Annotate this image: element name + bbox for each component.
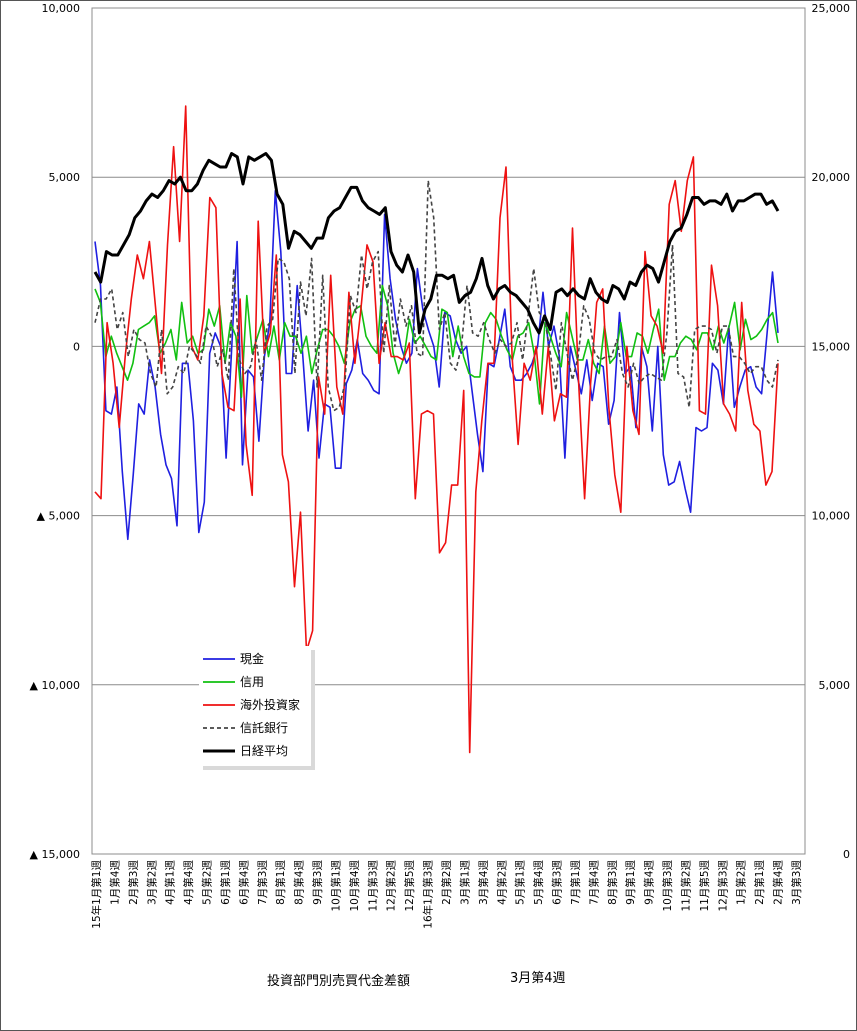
plot-area-border (91, 7, 806, 855)
legend-label: 信託銀行 (240, 720, 288, 735)
x-tick-label: 8月第3週 (606, 860, 619, 905)
x-tick-label: 3月第4週 (477, 860, 490, 905)
x-tick-label: 8月第1週 (274, 860, 287, 905)
series-現金 (94, 189, 779, 541)
x-tick-label: 7月第3週 (256, 860, 269, 905)
x-tick-label: 3月第1週 (458, 860, 471, 905)
x-tick-label: 11月第2週 (679, 860, 692, 912)
left-tick-label: ▲ 10,000 (30, 679, 80, 692)
legend-label: 海外投資家 (240, 697, 300, 712)
x-tick-label: 12月第5週 (403, 860, 416, 912)
left-tick-label: ▲ 15,000 (30, 848, 80, 861)
x-tick-label: 10月第1週 (329, 860, 342, 912)
x-tick-label: 2月第2週 (440, 860, 453, 905)
legend-label: 信用 (240, 675, 264, 689)
x-tick-label: 10月第3週 (661, 860, 674, 912)
right-tick-label: 10,000 (812, 510, 851, 523)
right-tick-label: 25,000 (812, 2, 851, 15)
x-tick-label: 11月第5週 (698, 860, 711, 912)
legend-label: 現金 (240, 651, 264, 666)
legend-box (199, 646, 311, 766)
right-tick-label: 20,000 (812, 171, 851, 184)
x-tick-label: 15年1月第1週 (90, 860, 103, 929)
grid-lines (91, 7, 806, 855)
x-tick-label: 7月第1週 (569, 860, 582, 905)
x-tick-label: 4月第1週 (164, 860, 177, 905)
x-tick-label: 5月第1週 (514, 860, 527, 905)
right-tick-label: 15,000 (812, 340, 851, 353)
x-tick-label: 12月第3週 (716, 860, 729, 912)
right-tick-label: 5,000 (819, 679, 851, 692)
x-tick-label: 9月第3週 (311, 860, 324, 905)
chart-subtitle: 3月第4週 (510, 971, 566, 986)
x-tick-label: 3月第3週 (790, 860, 803, 905)
left-tick-label: 5,000 (49, 171, 81, 184)
x-tick-label: 2月第1週 (753, 860, 766, 905)
left-tick-label: ▲ 5,000 (37, 510, 80, 523)
x-tick-label: 4月第2週 (495, 860, 508, 905)
series-信託銀行 (94, 179, 779, 412)
x-axis-ticks: 15年1月第1週 1月第4週 2月第3週 3月第2週 4月第1週 4月第4週 5月第2週 6月… (90, 860, 803, 929)
series-lines (93, 105, 780, 754)
series-日経平均 (93, 152, 780, 335)
series-海外投資家 (94, 105, 779, 754)
chart-title: 投資部門別売買代金差額 (267, 973, 410, 989)
x-tick-label: 1月第2週 (735, 860, 748, 905)
x-tick-label: 8月第4週 (293, 860, 306, 905)
series-信用 (94, 284, 779, 405)
x-tick-label: 1月第4週 (108, 860, 121, 905)
legend-label: 日経平均 (240, 744, 288, 758)
left-axis-ticks: 10,000 5,000 0 ▲ 5,000 ▲ 10,000 ▲ 15,000 (30, 2, 80, 861)
x-tick-label: 6月第4週 (237, 860, 250, 905)
left-tick-label: 0 (73, 340, 80, 353)
x-tick-label: 9月第4週 (643, 860, 656, 905)
x-tick-label: 6月第1週 (219, 860, 232, 905)
x-tick-label: 12月第2週 (385, 860, 398, 912)
x-tick-label: 10月第4週 (348, 860, 361, 912)
left-tick-label: 10,000 (42, 2, 81, 15)
x-tick-label: 3月第2週 (145, 860, 158, 905)
right-tick-label: 0 (843, 848, 850, 861)
x-tick-label: 5月第2週 (201, 860, 214, 905)
x-tick-label: 2月第3週 (127, 860, 140, 905)
x-tick-label: 9月第1週 (624, 860, 637, 905)
right-axis-ticks: 25,000 20,000 15,000 10,000 5,000 0 (812, 2, 851, 861)
x-tick-label: 4月第4週 (182, 860, 195, 905)
x-tick-label: 7月第4週 (587, 860, 600, 905)
x-tick-label: 6月第3週 (551, 860, 564, 905)
x-tick-label: 2月第4週 (772, 860, 785, 905)
x-tick-label: 11月第3週 (366, 860, 379, 912)
x-tick-label: 16年1月第3週 (422, 860, 435, 929)
x-tick-label: 5月第4週 (532, 860, 545, 905)
